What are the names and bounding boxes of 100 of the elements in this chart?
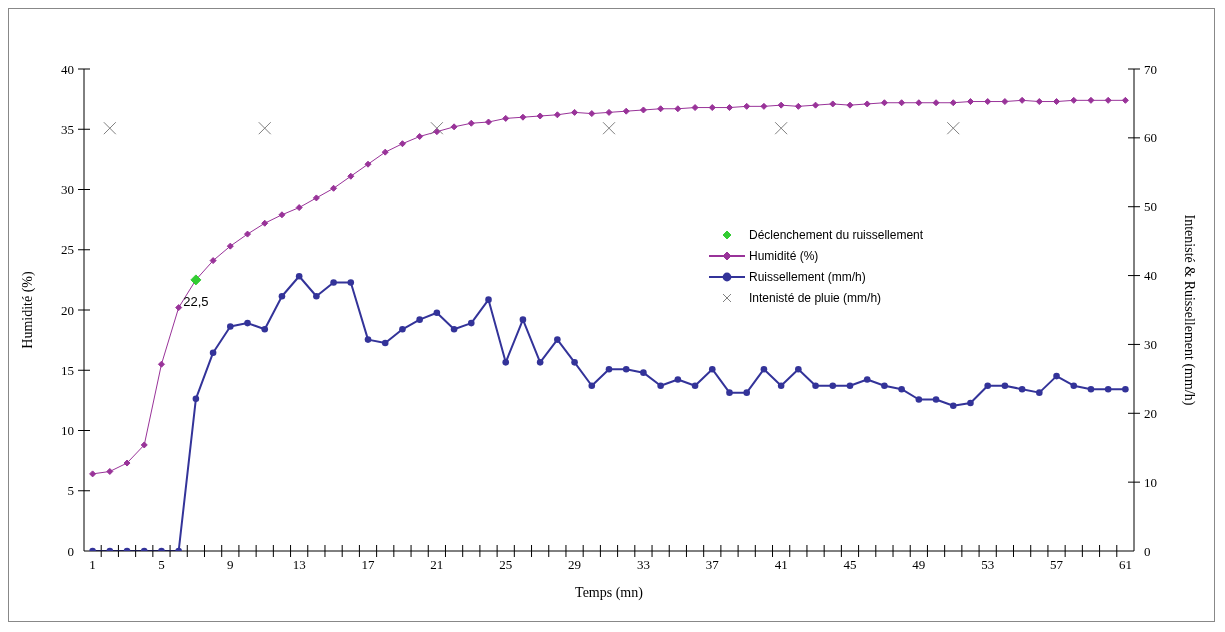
x-tick-label: 33 [636, 557, 650, 572]
point [330, 184, 338, 192]
point [898, 99, 906, 107]
x-tick-label: 61 [1118, 557, 1132, 572]
point [467, 119, 475, 127]
y-tick-label: 20 [61, 302, 74, 318]
point [880, 99, 888, 107]
x-tick-label: 53 [981, 557, 995, 572]
point [398, 140, 406, 148]
y-tick-label: 25 [61, 242, 74, 258]
legend-label: Humidité (%) [749, 248, 819, 263]
y2-tick-label: 70 [1144, 61, 1157, 77]
point [743, 102, 751, 110]
point [657, 105, 665, 113]
point [829, 100, 837, 108]
point [812, 101, 820, 109]
point [106, 467, 114, 475]
point [209, 257, 217, 265]
point [1001, 98, 1009, 106]
data-label: 22,5 [183, 293, 209, 309]
point [571, 108, 579, 116]
point [915, 99, 923, 107]
y-tick-label: 40 [61, 61, 74, 77]
y-tick-label: 35 [61, 121, 74, 137]
point [450, 123, 458, 131]
y2-tick-label: 10 [1144, 474, 1157, 490]
point [502, 114, 510, 122]
y-tick-label: 0 [67, 543, 74, 559]
y2-axis-title: Intenisté & Ruissellement (mm/h) [1181, 214, 1198, 406]
x-tick-label: 29 [568, 557, 582, 572]
x-tick-label: 25 [499, 557, 513, 572]
point [846, 101, 854, 109]
legend-label: Ruissellement (mm/h) [749, 269, 866, 284]
point [157, 360, 165, 368]
point [381, 148, 389, 156]
x-tick-label: 45 [843, 557, 857, 572]
point [89, 470, 97, 478]
legend-label: Intenisté de pluie (mm/h) [749, 290, 882, 305]
point [1018, 96, 1026, 104]
point [416, 132, 424, 140]
point [1121, 96, 1129, 104]
x-tick-label: 37 [705, 557, 720, 572]
x-tick-label: 17 [361, 557, 376, 572]
point [588, 110, 596, 118]
x-tick-label: 21 [430, 557, 444, 572]
point [622, 107, 630, 115]
point [725, 104, 733, 112]
point [553, 111, 561, 119]
point [519, 113, 527, 121]
point [364, 160, 372, 168]
y2-tick-label: 20 [1144, 405, 1157, 421]
point [691, 104, 699, 112]
point [760, 102, 768, 110]
point [794, 102, 802, 110]
y-axis-title: Humidité (%) [19, 270, 36, 349]
point [863, 100, 871, 108]
point [261, 219, 269, 227]
x-tick-label: 5 [158, 557, 165, 572]
legend-label: Déclenchement du ruissellement [749, 227, 924, 242]
point [312, 194, 320, 202]
point [485, 118, 493, 126]
point [226, 242, 234, 250]
y2-tick-label: 50 [1144, 199, 1157, 215]
y2-tick-label: 0 [1144, 543, 1151, 559]
x-tick-label: 41 [774, 557, 788, 572]
x-tick-label: 49 [912, 557, 926, 572]
point [433, 128, 441, 136]
point [605, 108, 613, 116]
y-tick-label: 10 [61, 423, 74, 438]
x-tick-label: 13 [292, 557, 306, 572]
point [932, 99, 940, 107]
point [1087, 96, 1095, 104]
y2-tick-label: 60 [1144, 130, 1157, 146]
y-tick-label: 5 [67, 483, 74, 499]
point [140, 441, 148, 449]
point [708, 104, 716, 112]
point [123, 459, 131, 467]
point [966, 98, 974, 106]
point [1070, 96, 1078, 104]
point [1104, 96, 1112, 104]
point [639, 106, 647, 114]
point [1053, 98, 1061, 106]
x-tick-label: 57 [1050, 557, 1064, 572]
point [674, 105, 682, 113]
point [244, 230, 252, 238]
x-tick-label: 9 [227, 557, 234, 572]
point [984, 98, 992, 106]
point [949, 99, 957, 107]
point [295, 204, 303, 212]
y-tick-label: 30 [61, 182, 74, 197]
point [1035, 98, 1043, 106]
point [278, 211, 286, 219]
y-tick-label: 15 [61, 362, 74, 378]
y2-tick-label: 40 [1144, 268, 1157, 284]
point [536, 112, 544, 120]
point [777, 101, 785, 109]
x-tick-label: 1 [89, 557, 96, 572]
x-axis-title: Temps (mn) [575, 585, 644, 601]
point [347, 172, 355, 180]
point [175, 304, 183, 312]
